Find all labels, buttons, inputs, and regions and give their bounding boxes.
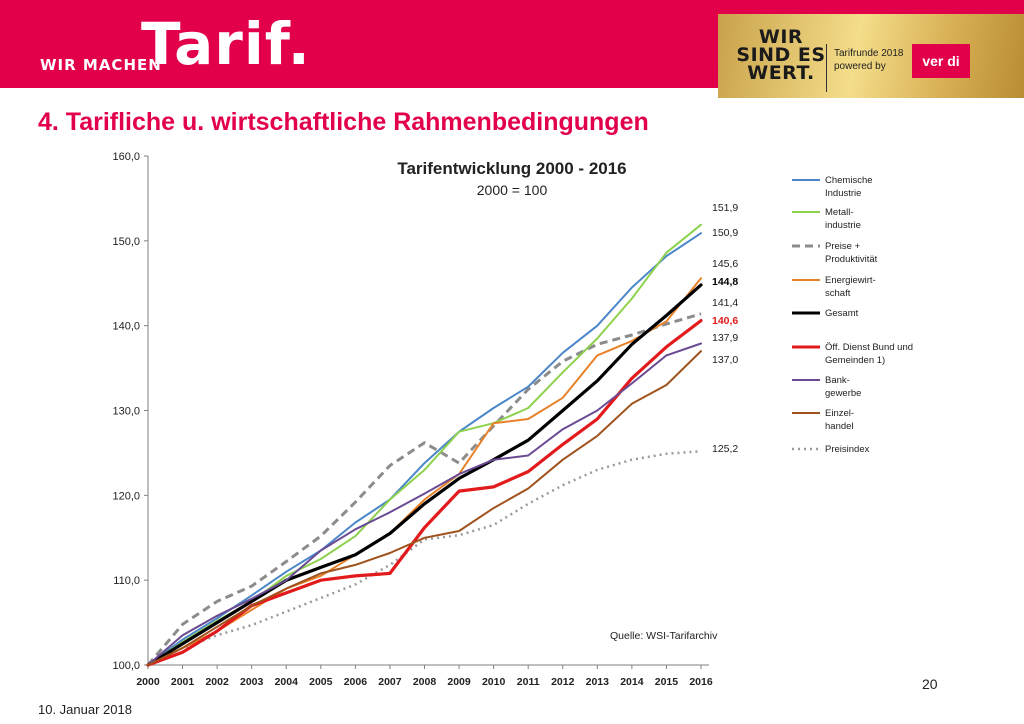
brand-tagline: WIR MACHEN: [40, 56, 162, 74]
series-line: [147, 350, 702, 666]
x-tick-label: 2015: [655, 676, 679, 688]
x-tick-label: 2014: [620, 676, 644, 688]
legend-label: Industrie: [825, 188, 861, 199]
end-value-label: 144,8: [712, 276, 738, 288]
y-tick-label: 110,0: [113, 575, 140, 587]
end-value-label: 150,9: [712, 227, 738, 239]
y-tick-label: 120,0: [112, 490, 140, 502]
tarifrunde-text: Tarifrunde 2018 powered by: [834, 47, 914, 73]
legend-label: Einzel-: [825, 408, 854, 419]
series-line: [146, 319, 703, 667]
legend-label: Energiewirt-: [825, 275, 876, 286]
legend-label: industrie: [825, 220, 861, 231]
series-line: [147, 232, 702, 666]
end-value-label: 141,4: [712, 297, 738, 309]
end-value-label: 145,6: [712, 258, 738, 270]
series-line: [147, 277, 702, 666]
legend-label: Metall-: [825, 207, 854, 218]
series-line: [147, 449, 702, 667]
legend-label: Bank-: [825, 375, 850, 386]
x-tick-label: 2001: [171, 676, 195, 688]
x-tick-label: 2006: [344, 676, 368, 688]
x-tick-label: 2011: [517, 676, 540, 688]
chart-subtitle: 2000 = 100: [477, 182, 548, 198]
x-tick-label: 2000: [136, 676, 160, 688]
x-tick-label: 2016: [689, 676, 713, 688]
end-value-label: 140,6: [712, 315, 738, 327]
source-note: Quelle: WSI-Tarifarchiv: [610, 630, 718, 642]
campaign-slogan-line: SIND ES: [736, 44, 826, 66]
y-tick-label: 150,0: [112, 236, 140, 248]
campaign-slogan-line: WERT.: [747, 62, 815, 84]
end-value-label: 125,2: [712, 443, 738, 455]
x-tick-label: 2010: [482, 676, 506, 688]
brand-wordmark: Tarif.: [141, 10, 311, 78]
y-tick-label: 160,0: [112, 151, 140, 163]
legend-label: gewerbe: [825, 388, 861, 399]
legend-label: Preise +: [825, 241, 861, 252]
legend-label: Gesamt: [825, 308, 859, 319]
x-tick-label: 2013: [586, 676, 610, 688]
chart-title: Tarifentwicklung 2000 - 2016: [397, 159, 626, 178]
line-chart: 100,0 110,0 120,0 130,0 140,0 150,0 160,0 2000 2…: [112, 151, 913, 688]
series-line: [147, 223, 702, 666]
series-line: [146, 283, 703, 667]
footer-date: 10. Januar 2018: [38, 702, 132, 717]
campaign-badge: [718, 14, 1024, 98]
y-tick-label: 140,0: [112, 321, 140, 333]
x-tick-label: 2004: [275, 676, 299, 688]
x-tick-label: 2008: [413, 676, 437, 688]
legend-label: Produktivität: [825, 254, 878, 265]
x-tick-label: 2012: [551, 676, 575, 688]
campaign-slogan: WIR SIND ES WERT.: [736, 26, 826, 84]
x-tick-label: 2009: [447, 676, 471, 688]
end-value-label: 137,9: [712, 332, 738, 344]
legend-label: Chemische: [825, 175, 873, 186]
end-value-label: 151,9: [712, 202, 738, 214]
series-line: [147, 342, 702, 666]
tarifrunde-line: powered by: [834, 61, 886, 72]
x-tick-label: 2007: [378, 676, 402, 688]
x-tick-label: 2002: [205, 676, 229, 688]
legend-label: Preisindex: [825, 444, 870, 455]
verdi-logo: ver di: [912, 44, 970, 78]
legend-label: Gemeinden 1): [825, 355, 885, 366]
page-number: 20: [922, 676, 938, 692]
x-tick-label: 2003: [240, 676, 264, 688]
tarifrunde-line: Tarifrunde 2018: [834, 48, 904, 59]
legend-label: schaft: [825, 288, 851, 299]
legend-label: handel: [825, 421, 854, 432]
series-line: [146, 312, 702, 666]
y-tick-label: 130,0: [112, 406, 140, 418]
campaign-slogan-line: WIR: [758, 26, 804, 48]
y-tick-label: 100,0: [112, 660, 140, 672]
slide-title: 4. Tarifliche u. wirtschaftliche Rahmenb…: [38, 108, 649, 136]
badge-divider: [826, 44, 827, 92]
legend-label: Öff. Dienst Bund und: [825, 342, 913, 353]
end-value-label: 137,0: [712, 354, 738, 366]
x-tick-label: 2005: [309, 676, 333, 688]
